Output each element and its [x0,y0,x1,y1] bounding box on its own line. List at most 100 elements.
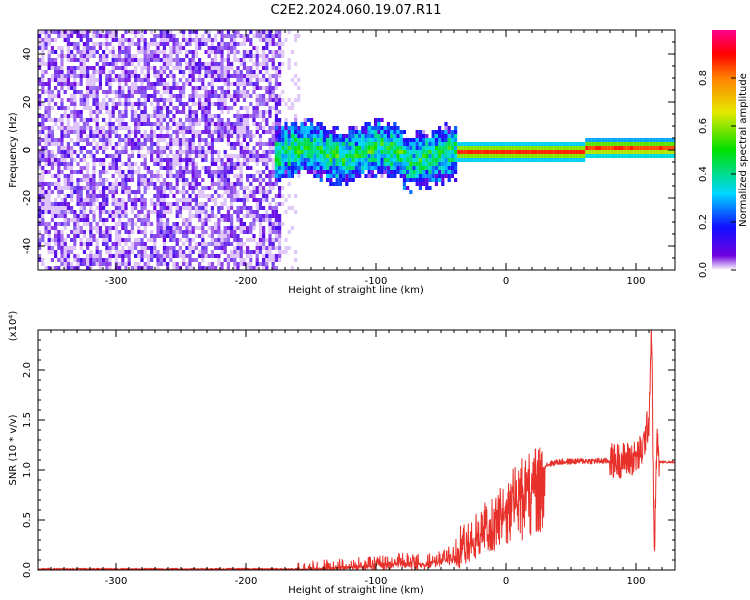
spectrogram-cell [226,106,230,110]
spectrogram-cell [114,90,118,94]
spectrogram-cell [393,158,397,162]
spectrogram-cell [338,178,342,182]
spectrogram-cell [233,126,237,130]
spectrogram-cell [201,222,205,226]
spectrogram-cell [230,234,234,238]
spectrogram-cell [479,146,483,150]
spectrogram-cell [265,110,269,114]
spectrogram-cell [44,34,48,38]
spectrogram-cell [127,250,131,254]
spectrogram-cell [185,42,189,46]
spectrogram-cell [86,134,90,138]
spectrogram-cell [492,142,496,146]
spectrogram-cell [95,142,99,146]
spectrogram-cell [54,234,58,238]
spectrogram-cell [134,74,138,78]
spectrogram-cell [393,134,397,138]
spectrogram-cell [524,158,528,162]
spectrogram-cell [57,182,61,186]
spectrogram-cell [444,146,448,150]
spectrogram-cell [105,262,109,266]
spectrogram-cell [287,138,291,142]
spectrogram-cell [415,154,419,158]
spectrogram-cell [82,130,86,134]
spectrogram-cell [66,70,70,74]
spectrogram-cell [367,126,371,130]
spectrogram-cell [127,154,131,158]
spectrogram-cell [278,242,282,246]
spectrogram-cell [460,154,464,158]
spectrogram-cell [278,82,282,86]
spectrogram-cell [287,174,291,178]
spectrogram-cell [470,146,474,150]
spectrogram-cell [188,158,192,162]
spectrogram-cell [89,194,93,198]
spectrogram-cell [127,198,131,202]
spectrogram-cell [121,114,125,118]
spectrogram-cell [143,218,147,222]
spectrogram-cell [143,262,147,266]
spectrogram-cell [156,230,160,234]
spectrogram-cell [246,70,250,74]
spectrogram-cell [182,190,186,194]
spectrogram-cell [166,218,170,222]
spectrogram-cell [284,130,288,134]
spectrogram-cell [310,170,314,174]
spectrogram-cell [322,158,326,162]
spectrogram-cell [598,150,602,154]
spectrogram-cell [50,246,54,250]
spectrogram-cell [172,118,176,122]
spectrogram-cell [121,110,125,114]
spectrogram-cell [239,198,243,202]
spectrogram-cell [114,54,118,58]
spectrogram-cell [111,158,115,162]
spectrogram-cell [201,250,205,254]
spectrogram-cell [89,254,93,258]
spectrogram-cell [447,166,451,170]
spectrogram-cell [642,154,646,158]
spectrogram-cell [162,166,166,170]
spectrogram-cell [41,218,45,222]
spectrogram-cell [156,110,160,114]
spectrogram-cell [111,102,115,106]
spectrogram-cell [262,230,266,234]
spectrogram-cell [258,222,262,226]
spectrogram-cell [54,74,58,78]
spectrogram-cell [162,134,166,138]
spectrogram-cell [300,138,304,142]
spectrogram-cell [191,58,195,62]
spectrogram-cell [130,74,134,78]
spectrogram-cell [114,214,118,218]
spectrogram-cell [150,178,154,182]
spectrogram-cell [262,50,266,54]
spectrogram-cell [223,150,227,154]
spectrogram-cell [41,114,45,118]
spectrogram-cell [105,198,109,202]
spectrogram-cell [95,194,99,198]
spectrogram-cell [274,42,278,46]
spectrogram-cell [274,230,278,234]
spectrogram-cell [191,206,195,210]
spectrogram-cell [207,254,211,258]
spectrogram-cell [322,154,326,158]
spectrogram-cell [178,138,182,142]
spectrogram-cell [98,190,102,194]
spectrogram-cell [191,62,195,66]
spectrogram-cell [262,226,266,230]
spectrogram-cell [537,146,541,150]
spectrogram-cell [70,230,74,234]
spectrogram-cell [300,154,304,158]
spectrogram-cell [668,146,672,150]
spectrogram-cell [649,138,653,142]
spectrogram-cell [217,42,221,46]
spectrogram-cell [220,126,224,130]
x-tick-label: -100 [365,276,388,287]
spectrogram-cell [226,258,230,262]
spectrogram-cell [47,82,51,86]
spectrogram-cell [121,162,125,166]
spectrogram-cell [242,194,246,198]
spectrogram-cell [249,174,253,178]
spectrogram-cell [89,234,93,238]
spectrogram-cell [226,178,230,182]
spectrogram-cell [303,126,307,130]
